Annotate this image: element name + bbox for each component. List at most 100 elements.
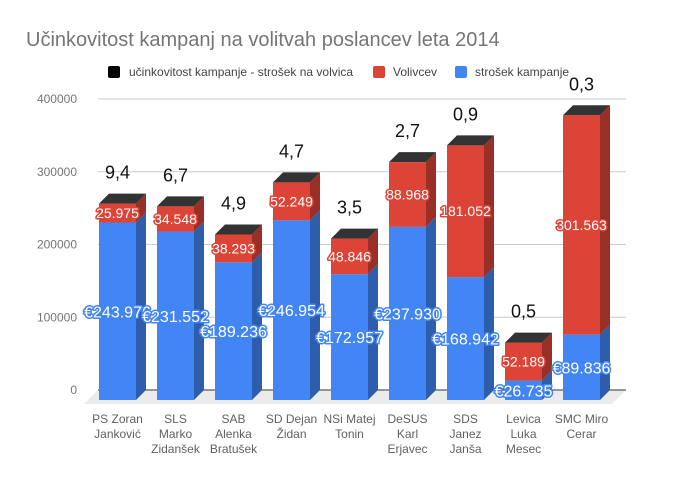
bar-side-strosek-kampanje <box>484 267 494 400</box>
bar-levica-luka-mesec[interactable] <box>505 332 552 400</box>
bar-segment-strosek-kampanje[interactable] <box>563 334 600 400</box>
bar-side-ucinkovitost-kampanje-strosek-na-volvica <box>252 224 262 235</box>
x-tick-label: NSi Matej Tonin <box>323 412 375 441</box>
data-label-efficiency: 4,7 <box>279 141 304 161</box>
bar-sab-alenka-bratusek[interactable] <box>215 224 262 400</box>
bar-segment-strosek-kampanje[interactable] <box>505 380 542 400</box>
bar-top-face <box>273 172 320 183</box>
x-tick-label-line: Zidanšek <box>151 442 201 456</box>
legend-item-campaign-cost: strošek kampanje <box>455 65 569 79</box>
bar-segment-volivcev[interactable] <box>505 342 542 381</box>
bar-smc-miro-cerar[interactable] <box>563 105 610 400</box>
bar-side-strosek-kampanje <box>426 216 436 400</box>
data-label-efficiency: 2,7 <box>395 121 420 141</box>
data-label-voters: 25.975 <box>96 205 139 221</box>
x-tick-label-line: SD Dejan <box>266 412 317 426</box>
x-tick-label: PS Zoran Janković <box>92 412 143 441</box>
bar-side-volivcev <box>368 228 378 275</box>
bar-sd-dejan-zidan[interactable] <box>273 172 320 400</box>
bar-side-strosek-kampanje <box>252 252 262 400</box>
x-tick-label-line: NSi Matej <box>323 412 375 426</box>
x-tick-label-line: Janša <box>449 442 481 456</box>
bar-segment-strosek-kampanje[interactable] <box>273 220 310 400</box>
data-label-voters: 52.249 <box>270 193 313 209</box>
data-label-efficiency: 0,3 <box>569 74 594 94</box>
bar-segment-volivcev[interactable] <box>563 115 600 335</box>
bar-top-face <box>215 224 262 235</box>
x-tick-label-line: Erjavec <box>387 442 427 456</box>
data-label-campaign-cost: €243.976 <box>84 304 151 321</box>
data-label-efficiency: 9,4 <box>105 163 130 183</box>
x-tick-label-line: SDS <box>453 412 478 426</box>
legend: učinkovitost kampanje - strošek na volvi… <box>108 65 569 79</box>
x-tick-label-line: Janez <box>449 427 481 441</box>
bar-segment-volivcev[interactable] <box>273 182 310 221</box>
bar-side-strosek-kampanje <box>600 324 610 400</box>
bar-side-volivcev <box>542 332 552 381</box>
bar-side-strosek-kampanje <box>542 370 552 400</box>
data-label-efficiency: 0,9 <box>453 104 478 124</box>
legend-swatch-campaign-cost <box>455 66 467 78</box>
bar-side-ucinkovitost-kampanje-strosek-na-volvica <box>310 172 320 183</box>
legend-label-voters: Volivcev <box>393 65 437 79</box>
x-tick-label-line: PS Zoran <box>92 412 143 426</box>
x-tick-label: SDS Janez Janša <box>449 412 481 456</box>
bar-top-face <box>447 135 494 146</box>
bar-nsi-matej-tonin[interactable] <box>331 228 378 400</box>
bar-side-ucinkovitost-kampanje-strosek-na-volvica <box>368 228 378 239</box>
bar-segment-strosek-kampanje[interactable] <box>157 231 194 400</box>
bar-side-ucinkovitost-kampanje-strosek-na-volvica <box>542 332 552 343</box>
bar-top-face <box>157 196 204 207</box>
bar-segment-volivcev[interactable] <box>99 203 136 223</box>
bar-segment-volivcev[interactable] <box>331 238 368 275</box>
bar-segment-strosek-kampanje[interactable] <box>331 274 368 400</box>
bar-side-strosek-kampanje <box>194 221 204 400</box>
bar-side-ucinkovitost-kampanje-strosek-na-volvica <box>426 152 436 163</box>
chart-title: Učinkovitost kampanj na volitvah poslanc… <box>26 29 500 51</box>
data-label-campaign-cost: €168.942 <box>432 332 499 349</box>
bar-side-ucinkovitost-kampanje-strosek-na-volvica <box>194 196 204 207</box>
y-tick-label: 100000 <box>37 310 77 324</box>
bar-segment-volivcev[interactable] <box>447 145 484 278</box>
bar-desus-karl-erjavec[interactable] <box>389 152 436 400</box>
data-labels: €243.976 25.975 9,4 €231.552 34.548 6,7 €189.2… <box>83 74 612 402</box>
data-label-voters: 88.968 <box>386 187 429 203</box>
bar-segment-strosek-kampanje[interactable] <box>389 226 426 400</box>
bar-segment-strosek-kampanje[interactable] <box>447 277 484 400</box>
x-tick-label: Levica Luka Mesec <box>506 412 541 456</box>
bar-top-face <box>331 228 378 239</box>
bar-segment-volivcev[interactable] <box>389 162 426 227</box>
data-label-voters: 34.548 <box>154 211 197 227</box>
y-axis: 0 100000 200000 300000 400000 <box>37 92 77 397</box>
bar-sls-marko-zidansek[interactable] <box>157 196 204 400</box>
x-tick-label-line: Levica <box>506 412 541 426</box>
bar-segment-volivcev[interactable] <box>215 234 252 263</box>
data-label-voters: 301.563 <box>556 217 607 233</box>
x-tick-label-line: Janković <box>94 427 141 441</box>
x-tick-label-line: Bratušek <box>210 442 258 456</box>
x-tick-label-line: Mesec <box>506 442 541 456</box>
bar-side-strosek-kampanje <box>310 210 320 400</box>
legend-label-campaign-cost: strošek kampanje <box>475 65 569 79</box>
bar-segment-volivcev[interactable] <box>157 206 194 232</box>
data-label-campaign-cost: €246.954 <box>258 303 325 320</box>
bar-side-volivcev <box>310 172 320 221</box>
bars <box>99 105 610 400</box>
bar-segment-strosek-kampanje[interactable] <box>99 222 136 400</box>
x-tick-label-line: Karl <box>397 427 418 441</box>
bar-side-volivcev <box>252 224 262 263</box>
bar-ps-zoran-jankovic[interactable] <box>99 193 146 400</box>
x-tick-label: SD Dejan Židan <box>266 412 317 441</box>
bar-side-volivcev <box>136 193 146 223</box>
bar-side-ucinkovitost-kampanje-strosek-na-volvica <box>484 135 494 146</box>
bar-segment-strosek-kampanje[interactable] <box>215 262 252 400</box>
bar-side-volivcev <box>600 105 610 335</box>
y-tick-label: 200000 <box>37 238 77 252</box>
bar-top-face <box>563 105 610 116</box>
x-tick-label-line: Alenka <box>215 427 252 441</box>
legend-label-efficiency: učinkovitost kampanje - strošek na volvi… <box>129 65 353 79</box>
x-tick-label-line: SAB <box>221 412 245 426</box>
bar-side-volivcev <box>426 152 436 227</box>
legend-swatch-efficiency <box>108 66 120 78</box>
bar-sds-janez-jansa[interactable] <box>447 135 494 400</box>
